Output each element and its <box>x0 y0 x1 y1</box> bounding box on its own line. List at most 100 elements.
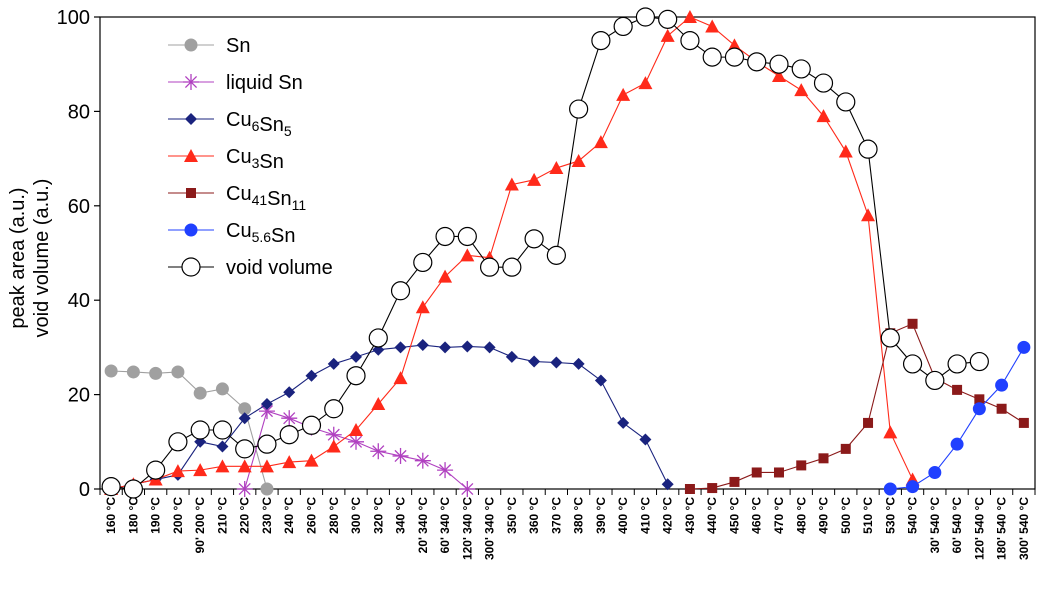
data-point <box>435 226 455 247</box>
legend-label: Cu6Sn5 <box>226 109 292 139</box>
y-axis-label: peak area (a.u.) void volume (a.u.) <box>7 179 53 338</box>
data-point <box>907 318 918 329</box>
data-point <box>215 382 229 396</box>
data-point <box>1018 417 1029 428</box>
data-point <box>349 423 364 436</box>
x-tick-label: 530 °C <box>883 497 897 534</box>
data-point <box>680 30 700 51</box>
data-point <box>394 341 407 354</box>
data-point <box>392 447 409 464</box>
data-point <box>414 452 431 469</box>
series-line <box>689 323 1025 490</box>
data-point <box>925 370 945 391</box>
data-point <box>168 432 188 452</box>
data-point <box>840 443 851 454</box>
data-point <box>279 425 299 445</box>
legend-label: Cu5.6Sn <box>226 220 296 247</box>
x-tick-label: 20' 340 °C <box>416 497 430 554</box>
data-point <box>236 481 253 497</box>
x-tick-label: 300' 540 °C <box>1017 497 1031 560</box>
series-line <box>111 16 980 490</box>
data-point <box>123 479 143 499</box>
data-point <box>594 374 607 387</box>
data-point <box>902 354 923 374</box>
data-point <box>190 420 210 440</box>
x-tick-label: 450 °C <box>727 497 741 534</box>
data-point <box>791 59 811 79</box>
data-point <box>149 366 163 380</box>
data-point <box>702 47 722 67</box>
data-point <box>638 76 653 90</box>
data-point <box>1017 340 1031 354</box>
data-point <box>413 252 433 273</box>
data-point <box>390 281 411 301</box>
x-tick-label: 490 °C <box>817 497 831 534</box>
data-point <box>104 364 118 378</box>
data-point <box>591 30 611 51</box>
data-point <box>684 484 695 494</box>
y-axis-label-line: void volume (a.u.) <box>31 179 53 338</box>
data-point <box>658 9 678 29</box>
data-point <box>883 425 898 439</box>
y-tick-label: 80 <box>68 101 90 123</box>
x-tick-label: 120' 340 °C <box>460 497 474 560</box>
data-point <box>813 73 834 93</box>
y-tick-label: 100 <box>57 7 90 29</box>
data-point <box>729 476 740 487</box>
x-tick-label: 30' 540 °C <box>928 497 942 554</box>
x-tick-label: 230 °C <box>260 497 274 534</box>
data-point <box>769 54 789 74</box>
data-point <box>818 453 829 464</box>
x-tick-label: 60' 540 °C <box>950 497 964 554</box>
x-tick-label: 160 °C <box>104 497 118 534</box>
data-point <box>950 437 964 451</box>
x-tick-label: 190 °C <box>149 497 163 534</box>
data-point <box>327 357 340 370</box>
data-point <box>238 412 251 425</box>
data-point <box>416 339 429 352</box>
legend-item: Cu6Sn5 <box>168 109 292 139</box>
x-tick-label: 410 °C <box>638 497 652 534</box>
data-point <box>572 357 585 370</box>
data-point <box>326 439 341 453</box>
x-tick-label: 210 °C <box>215 497 229 534</box>
data-point <box>281 410 298 427</box>
x-tick-label: 240 °C <box>282 497 296 534</box>
data-point <box>348 433 365 450</box>
x-tick-label: 300 °C <box>349 497 363 534</box>
x-tick-label: 120' 540 °C <box>972 497 986 560</box>
data-point <box>549 161 564 175</box>
data-point <box>616 87 631 101</box>
x-tick-label: 350 °C <box>505 497 519 534</box>
data-point <box>996 403 1007 414</box>
legend-label: liquid Sn <box>226 72 303 94</box>
data-point <box>126 365 140 379</box>
legend-label: Cu3Sn <box>226 146 284 173</box>
data-point <box>457 226 477 247</box>
x-tick-label: 370 °C <box>549 497 563 534</box>
x-tick-label: 60' 340 °C <box>438 497 452 554</box>
legend-label: void volume <box>226 257 333 279</box>
data-point <box>368 328 388 348</box>
data-point <box>483 341 496 354</box>
y-axis: 0 20 40 60 80 100 <box>57 7 100 501</box>
data-point <box>705 19 720 33</box>
data-point <box>952 384 963 395</box>
data-point <box>571 153 586 167</box>
x-tick-label: 430 °C <box>683 497 697 534</box>
data-point <box>171 365 185 379</box>
data-point <box>215 459 230 473</box>
x-tick-label: 500 °C <box>839 497 853 534</box>
legend-marker <box>184 38 198 52</box>
series-line <box>244 410 468 490</box>
legend: Sn liquid Sn Cu6Sn5 Cu3Sn Cu41Sn11 Cu5.6Sn voi… <box>168 35 333 279</box>
data-point <box>836 92 856 112</box>
data-point <box>502 257 522 277</box>
data-point <box>863 417 874 428</box>
x-tick-label: 180' 540 °C <box>995 497 1009 560</box>
data-point <box>724 47 745 67</box>
data-point <box>969 351 989 372</box>
data-point <box>259 459 274 473</box>
data-point <box>257 434 277 454</box>
x-tick-label: 340 °C <box>394 497 408 534</box>
